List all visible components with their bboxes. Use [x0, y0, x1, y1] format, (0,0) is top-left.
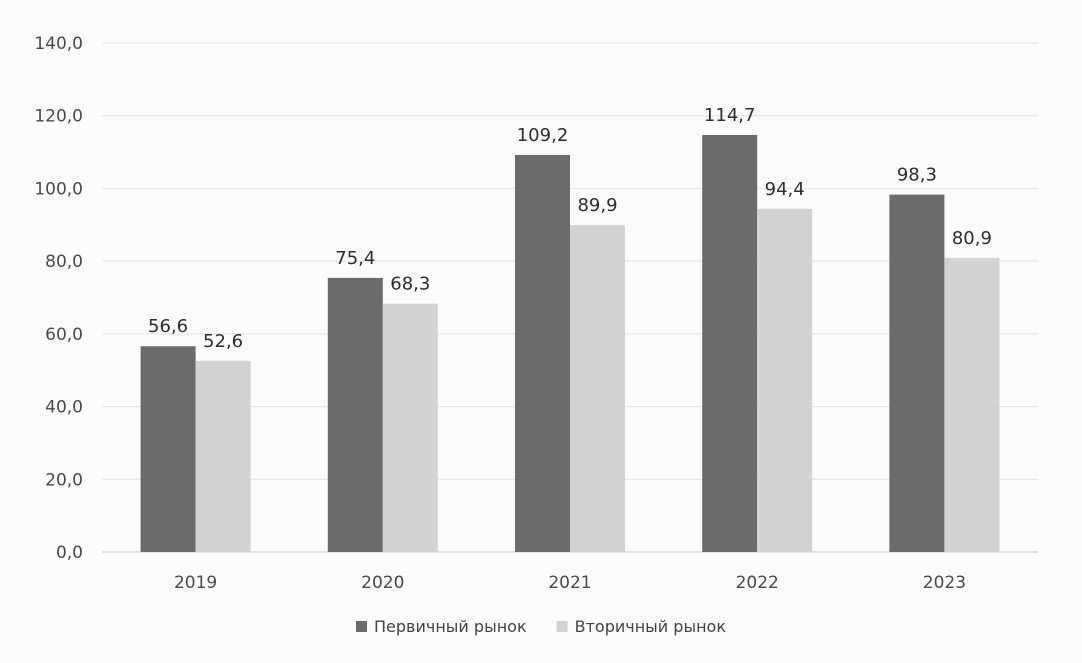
- data-label: 56,6: [148, 316, 188, 337]
- y-tick-label: 60,0: [45, 325, 83, 345]
- y-axis: 0,0 20,0 40,0 60,0 80,0 100,0 120,0 140,0: [34, 34, 83, 563]
- bar-первичный-рынок-2021: [515, 154, 570, 553]
- y-tick-label: 0,0: [56, 543, 83, 563]
- data-label: 98,3: [897, 165, 937, 186]
- bar-вторичный-рынок-2021: [570, 225, 625, 552]
- x-tick-label: 2020: [361, 573, 404, 593]
- data-label: 109,2: [517, 125, 569, 146]
- bar-первичный-рынок-2023: [889, 194, 945, 552]
- legend: Первичный рынок Вторичный рынок: [356, 617, 726, 636]
- data-label: 89,9: [577, 195, 617, 216]
- data-label: 94,4: [765, 179, 805, 200]
- data-label: 80,9: [952, 228, 992, 249]
- legend-label: Вторичный рынок: [575, 617, 727, 636]
- legend-swatch: [556, 621, 568, 632]
- y-tick-label: 120,0: [34, 107, 83, 127]
- y-tick-label: 140,0: [34, 34, 83, 54]
- bars: [140, 134, 1000, 553]
- y-tick-label: 40,0: [45, 398, 83, 418]
- x-tick-label: 2019: [174, 573, 217, 593]
- bar-вторичный-рынок-2022: [757, 208, 813, 552]
- legend-label: Первичный рынок: [374, 617, 527, 636]
- bar-вторичный-рынок-2020: [382, 303, 438, 552]
- data-label: 114,7: [704, 105, 756, 126]
- bar-первичный-рынок-2020: [327, 277, 383, 552]
- bar-первичный-рынок-2022: [702, 134, 758, 552]
- x-axis: 2019 2020 2021 2022 2023: [174, 573, 966, 593]
- x-tick-label: 2023: [923, 573, 966, 593]
- x-tick-label: 2021: [548, 573, 591, 593]
- x-tick-label: 2022: [736, 573, 779, 593]
- y-tick-label: 100,0: [34, 179, 83, 199]
- y-tick-label: 80,0: [45, 252, 83, 272]
- bar-вторичный-рынок-2023: [944, 257, 1000, 552]
- data-label: 75,4: [335, 248, 375, 269]
- bar-вторичный-рынок-2019: [195, 360, 251, 552]
- bar-первичный-рынок-2019: [140, 346, 196, 552]
- legend-swatch: [356, 621, 368, 632]
- data-label: 68,3: [390, 274, 430, 295]
- y-tick-label: 20,0: [45, 470, 83, 490]
- data-label: 52,6: [203, 331, 243, 352]
- data-labels: 56,6 52,6 75,4 68,3 109,2 89,9 114,7 94,4 98,3 80…: [148, 105, 992, 352]
